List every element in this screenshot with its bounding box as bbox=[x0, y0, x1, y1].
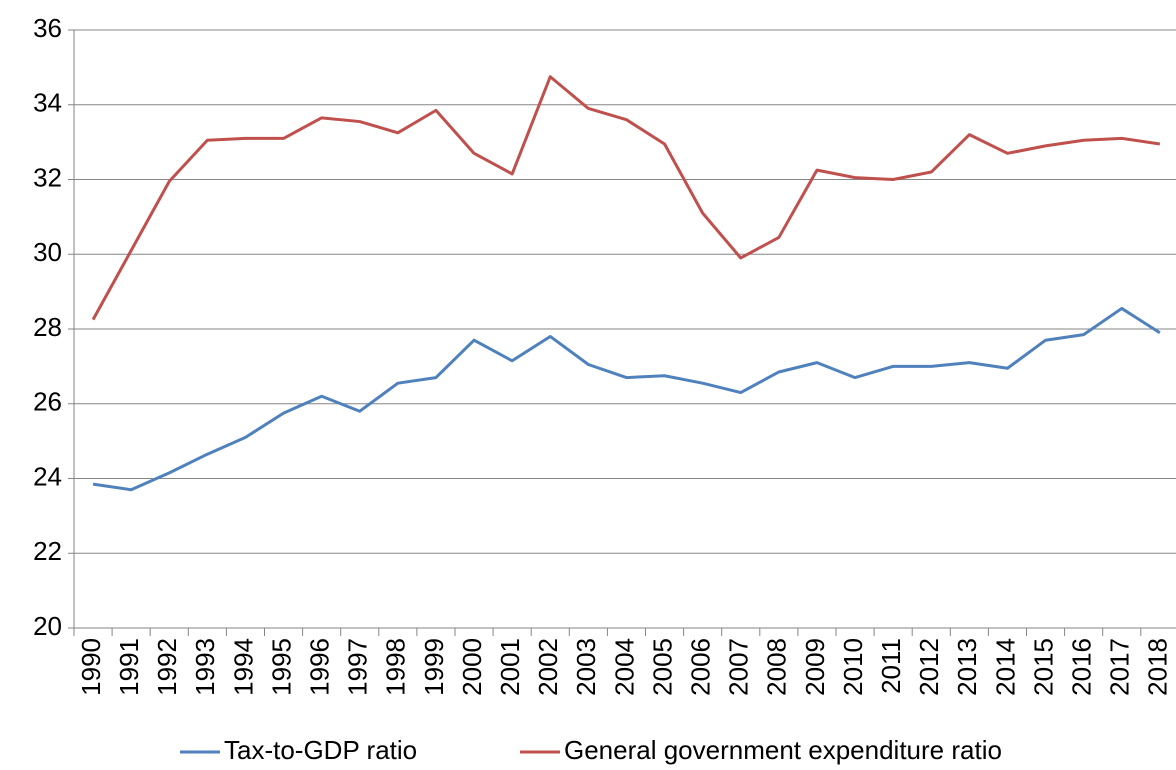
y-tick-label: 20 bbox=[33, 611, 62, 641]
x-tick-label: 2002 bbox=[533, 638, 563, 696]
x-tick-label: 2008 bbox=[762, 638, 792, 696]
y-tick-label: 30 bbox=[33, 237, 62, 267]
x-tick-label: 2000 bbox=[457, 638, 487, 696]
x-tick-label: 2011 bbox=[876, 638, 906, 694]
x-tick-label: 1990 bbox=[76, 638, 106, 696]
y-tick-label: 34 bbox=[33, 88, 62, 118]
x-tick-label: 2017 bbox=[1105, 638, 1135, 696]
x-tick-label: 2006 bbox=[686, 638, 716, 696]
x-tick-label: 1994 bbox=[228, 638, 258, 696]
x-tick-label: 2010 bbox=[838, 638, 868, 696]
x-tick-label: 2004 bbox=[609, 638, 639, 696]
y-tick-label: 26 bbox=[33, 387, 62, 417]
legend-label: General government expenditure ratio bbox=[564, 735, 1002, 765]
x-tick-label: 2015 bbox=[1028, 638, 1058, 696]
x-tick-label: 2018 bbox=[1143, 638, 1173, 696]
x-tick-label: 2016 bbox=[1067, 638, 1097, 696]
x-tick-label: 2014 bbox=[990, 638, 1020, 696]
y-tick-label: 22 bbox=[33, 536, 62, 566]
x-tick-label: 1997 bbox=[343, 638, 373, 696]
x-tick-label: 2007 bbox=[724, 638, 754, 696]
x-tick-label: 2001 bbox=[495, 638, 525, 696]
y-tick-label: 36 bbox=[33, 13, 62, 43]
x-tick-label: 1991 bbox=[114, 638, 144, 696]
y-tick-label: 24 bbox=[33, 461, 62, 491]
x-tick-label: 1995 bbox=[266, 638, 296, 696]
line-series bbox=[91, 75, 1161, 321]
line-series bbox=[92, 306, 1161, 492]
x-tick-label: 2003 bbox=[571, 638, 601, 696]
legend-label: Tax-to-GDP ratio bbox=[224, 735, 417, 765]
x-tick-label: 2005 bbox=[647, 638, 677, 696]
y-tick-label: 32 bbox=[33, 162, 62, 192]
x-tick-label: 2013 bbox=[952, 638, 982, 696]
x-tick-label: 2012 bbox=[914, 638, 944, 696]
y-tick-label: 28 bbox=[33, 312, 62, 342]
x-tick-label: 1999 bbox=[419, 638, 449, 696]
x-tick-label: 1996 bbox=[305, 638, 335, 696]
x-tick-label: 1998 bbox=[381, 638, 411, 696]
x-tick-label: 1993 bbox=[190, 638, 220, 696]
x-tick-label: 2009 bbox=[800, 638, 830, 696]
x-tick-label: 1992 bbox=[152, 638, 182, 696]
